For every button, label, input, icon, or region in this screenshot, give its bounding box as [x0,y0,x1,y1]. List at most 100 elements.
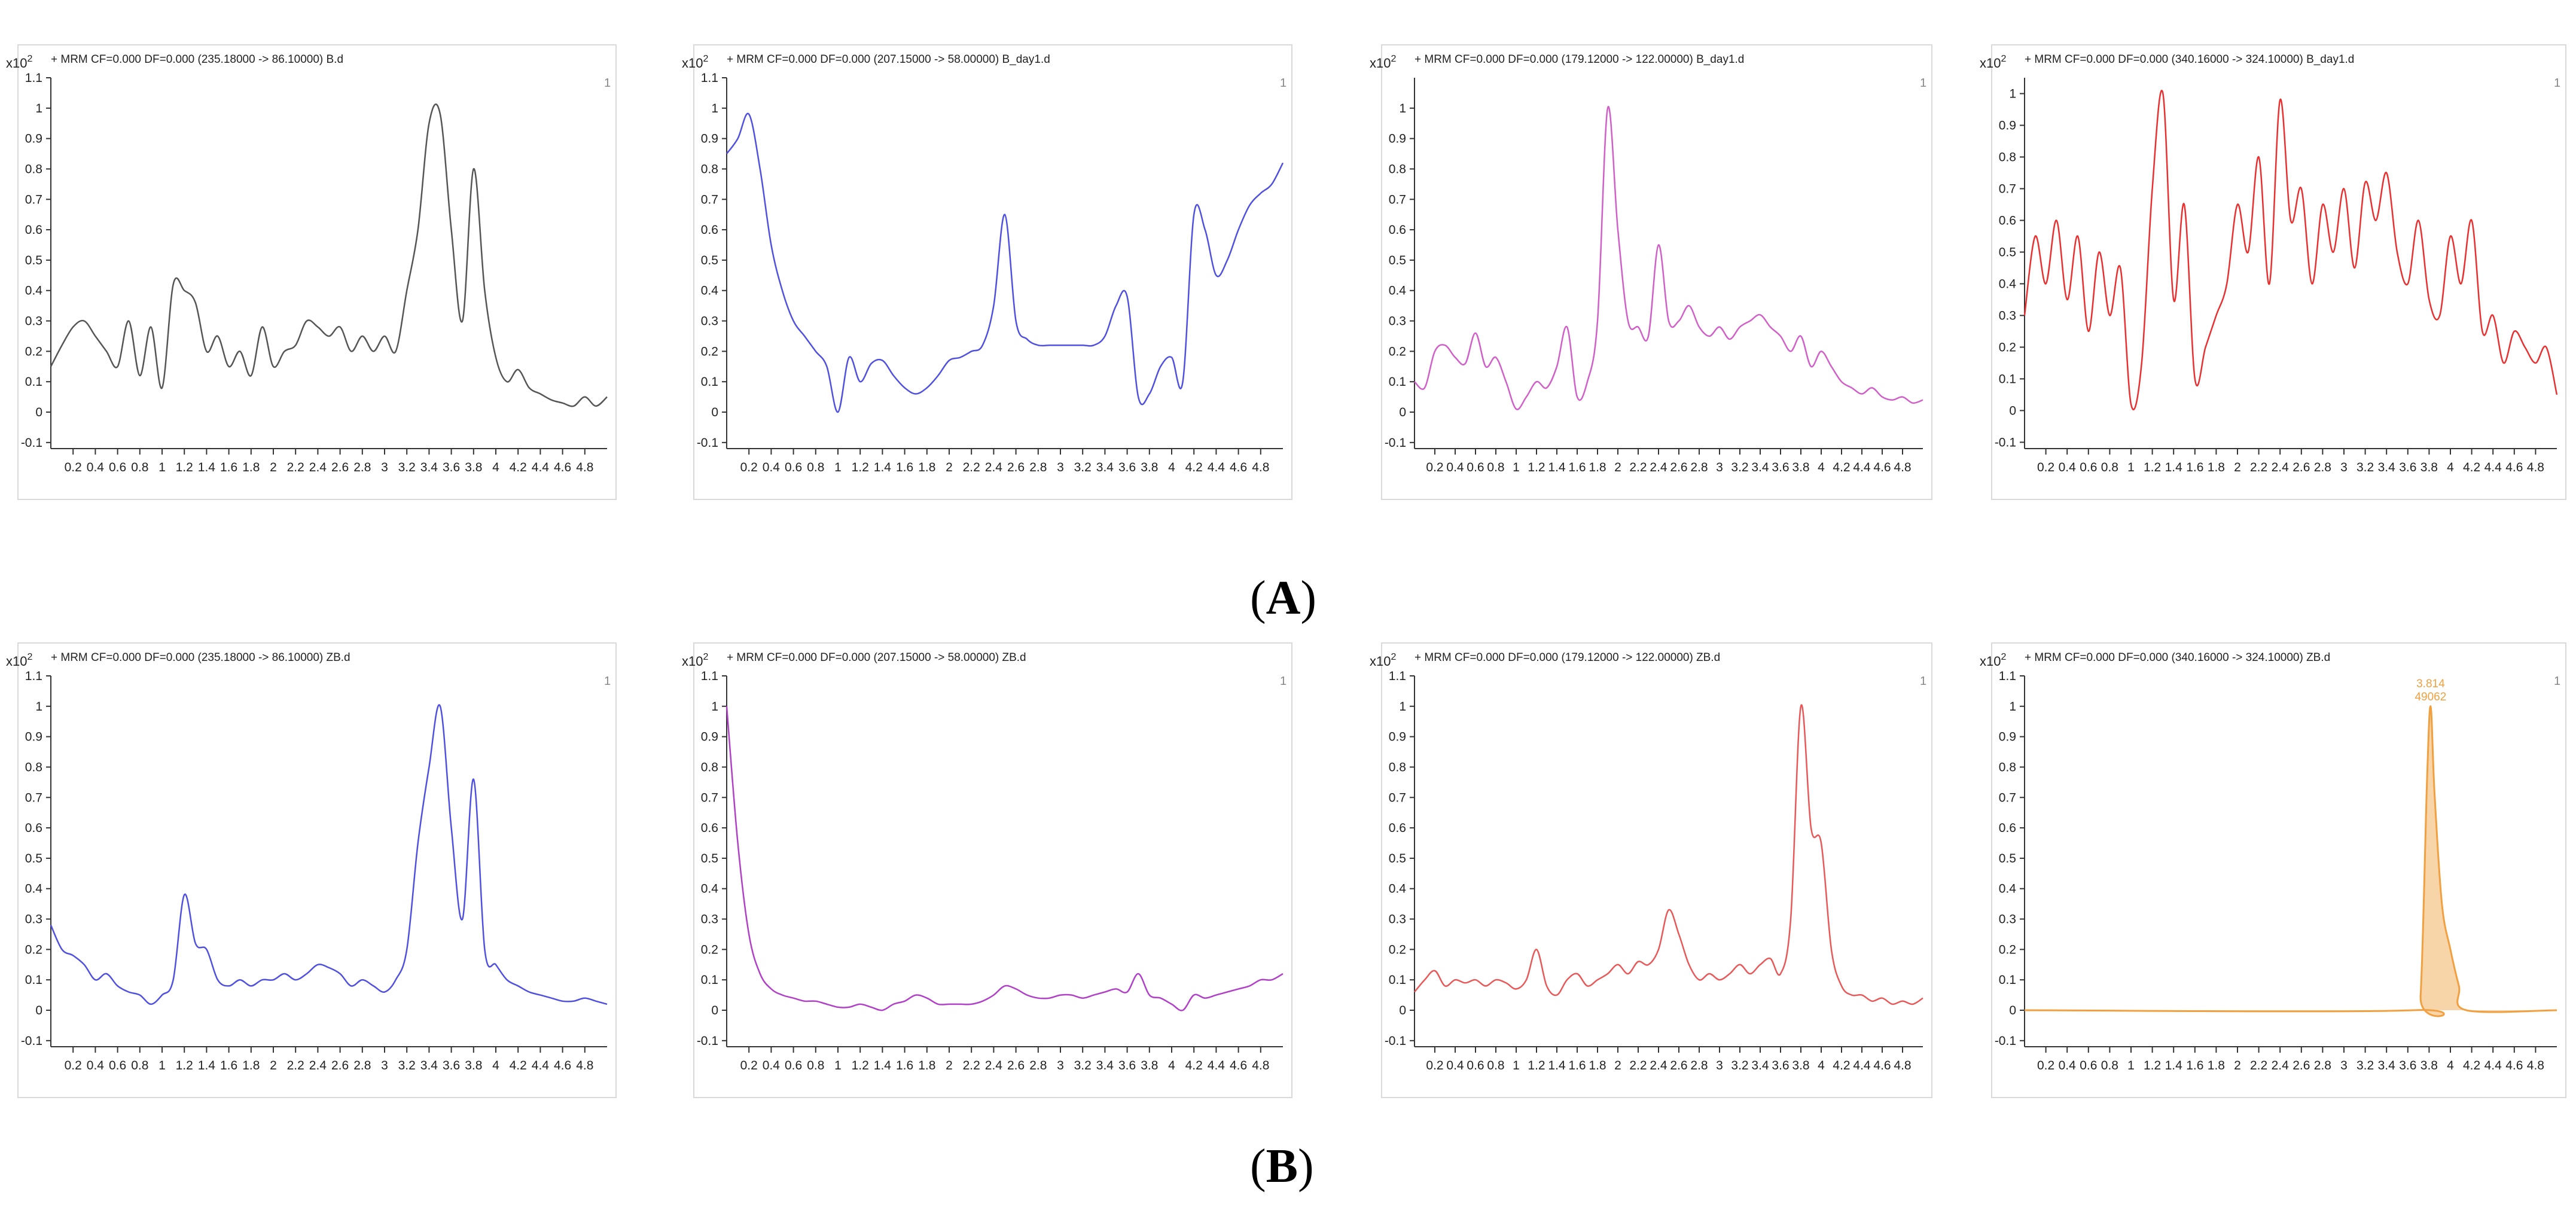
series-line [1414,704,1923,1005]
x-tick-label: 1.4 [2165,461,2183,474]
y-tick-label: 0.3 [1389,913,1406,926]
y-tick-label: -0.1 [1385,436,1406,450]
x-tick-label: 2 [1614,461,1621,474]
y-tick-label: 1 [1399,102,1406,115]
x-tick-label: 3.8 [1792,461,1809,474]
y-tick-label: 0.2 [1999,943,2016,956]
panel-frame [1991,642,2566,1098]
x-tick-label: 3 [2340,1059,2348,1072]
y-tick-label: 0.2 [1389,943,1406,956]
section-label-b: (B) [1250,1140,1314,1193]
y-tick-label: 0.7 [1389,791,1406,804]
x-tick-label: 3 [1716,1059,1723,1072]
x-tick-label: 0.6 [109,461,126,474]
y-tick-label: 0.3 [1999,309,2016,322]
x-tick-label: 2.8 [1029,461,1047,474]
y-tick-label: 0.5 [25,254,42,267]
y-exponent-power: 2 [27,652,32,662]
x-tick-label: 4.6 [554,461,571,474]
x-tick-label: 1.2 [176,1059,193,1072]
y-tick-label: 0.7 [1389,193,1406,206]
x-tick-label: 4.2 [510,1059,527,1072]
y-tick-label: 0.8 [25,162,42,176]
y-exponent-power: 2 [703,652,708,662]
y-tick-label: 0.3 [1389,315,1406,328]
x-tick-label: 4.4 [1208,1059,1225,1072]
x-tick-label: 2.6 [1670,1059,1687,1072]
peak-rt-label: 3.814 [2416,678,2445,690]
panel-frame [693,642,1292,1098]
x-tick-label: 4.8 [576,1059,593,1072]
x-tick-label: 3.8 [465,1059,482,1072]
x-tick-label: 3.2 [398,1059,416,1072]
y-tick-label: 0.6 [1389,223,1406,237]
x-tick-label: 2.4 [985,461,1003,474]
x-tick-label: 3.6 [2399,1059,2416,1072]
y-tick-label: 1.1 [1999,669,2016,683]
x-tick-label: 3 [2340,461,2348,474]
x-tick-label: 4 [1168,1059,1175,1072]
x-tick-label: 1 [1513,461,1520,474]
x-tick-label: 1 [834,1059,842,1072]
y-tick-label: 0.6 [25,821,42,835]
x-tick-label: 2.6 [1007,1059,1025,1072]
x-tick-label: 1.8 [1589,1059,1606,1072]
y-tick-label: 0.7 [25,193,42,206]
y-tick-label: 0.5 [1389,254,1406,267]
x-tick-label: 3 [381,1059,388,1072]
y-tick-label: 0.2 [701,345,718,358]
y-tick-label: 0.9 [25,730,42,744]
y-tick-label: 0.9 [1389,132,1406,146]
x-tick-label: 1.6 [220,1059,237,1072]
x-tick-label: 3.4 [1751,1059,1769,1072]
x-tick-label: 2.4 [1650,1059,1667,1072]
y-tick-label: 1.1 [1389,669,1406,683]
y-tick-label: 0.7 [701,791,718,804]
x-tick-label: 0.2 [1426,461,1443,474]
chart-title: + MRM CF=0.000 DF=0.000 (179.12000 -> 12… [1414,651,1720,664]
x-tick-label: 4.4 [2484,1059,2502,1072]
x-tick-label: 2.2 [2250,1059,2267,1072]
x-tick-label: 0.4 [1446,1059,1464,1072]
chart-title: + MRM CF=0.000 DF=0.000 (207.15000 -> 58… [727,651,1026,664]
x-tick-label: 4 [1818,461,1825,474]
series-line [50,704,608,1005]
y-tick-label: 0.2 [1389,345,1406,358]
y-tick-label: 0.4 [25,284,43,298]
y-tick-label: 0.5 [25,852,42,865]
x-tick-label: 4 [492,1059,499,1072]
y-tick-label: 0.1 [25,973,42,987]
y-tick-label: 0.6 [701,821,718,835]
x-tick-label: 2.6 [331,1059,349,1072]
x-tick-label: 3.4 [2378,461,2396,474]
y-tick-label: 0.3 [25,913,42,926]
x-tick-label: 3.2 [1731,1059,1748,1072]
x-tick-label: 3.4 [1096,1059,1114,1072]
y-tick-label: 0.3 [701,913,718,926]
x-tick-label: 4.2 [2463,461,2480,474]
x-tick-label: 1.4 [198,461,216,474]
x-tick-label: 3.4 [420,461,438,474]
series-line [50,103,608,407]
x-tick-label: 2.6 [1007,461,1025,474]
series-line [2023,90,2558,410]
x-tick-label: 0.8 [1487,461,1504,474]
y-tick-label: 1 [1399,700,1406,714]
x-tick-label: 1.2 [1528,1059,1545,1072]
x-tick-label: 0.4 [763,1059,781,1072]
x-tick-label: 1.8 [918,461,935,474]
scan-marker: 1 [1280,675,1287,688]
x-tick-label: 2.8 [353,461,371,474]
y-tick-label: 0.9 [1999,730,2016,744]
x-tick-label: 3.6 [1772,461,1789,474]
x-tick-label: 0.8 [2101,461,2118,474]
chart-panel-b-4: x102 + MRM CF=0.000 DF=0.000 (340.16000 -… [1980,642,2566,1098]
x-tick-label: 3.2 [1074,1059,1092,1072]
scan-marker: 1 [1920,675,1926,688]
y-tick-label: 1.1 [25,71,42,85]
y-tick-label: 0.8 [1389,162,1406,176]
x-tick-label: 2.4 [2272,461,2290,474]
x-tick-label: 2.8 [2314,461,2331,474]
x-tick-label: 1.8 [1589,461,1606,474]
x-tick-label: 1.2 [2144,1059,2161,1072]
